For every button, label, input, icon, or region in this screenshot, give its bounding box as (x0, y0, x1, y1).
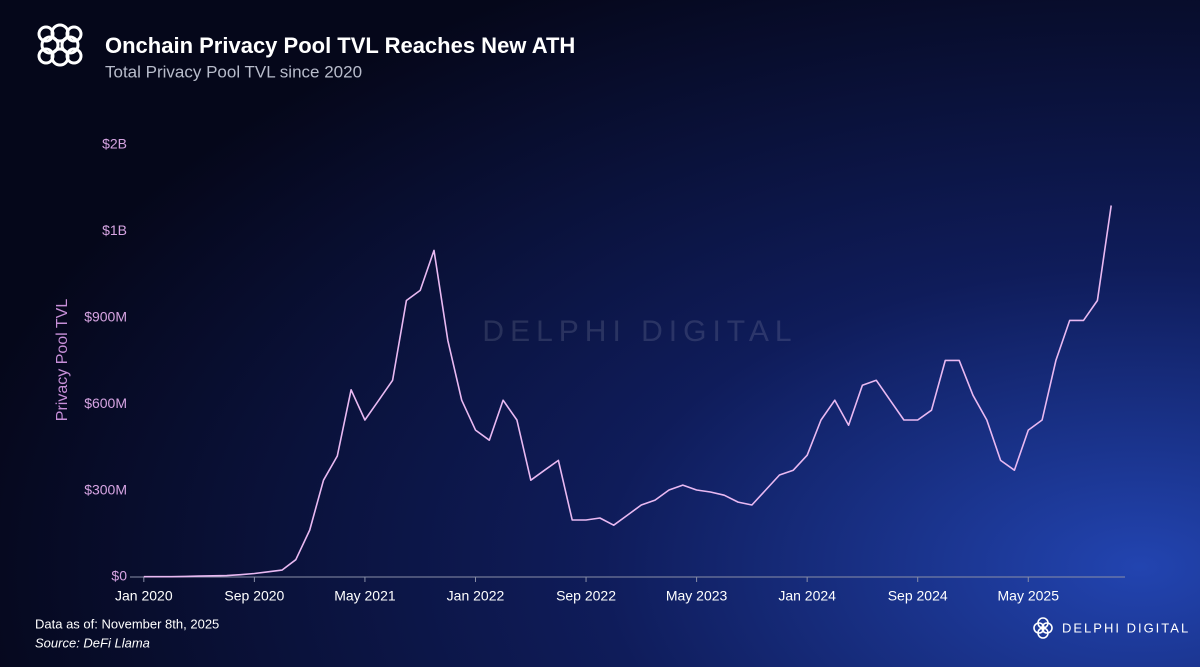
x-tick-label: May 2023 (666, 588, 728, 604)
note: Data as of: November 8th, 2025 (35, 616, 219, 631)
tvl-line (143, 205, 1112, 578)
watermark: DELPHI DIGITAL (482, 315, 797, 348)
y-tick-label: $300M (84, 481, 127, 497)
y-tick-label: $900M (84, 309, 127, 325)
title: Onchain Privacy Pool TVL Reaches New ATH (105, 33, 575, 58)
x-tick-label: Sep 2020 (224, 588, 284, 604)
x-tick-label: May 2021 (334, 588, 396, 604)
y-tick-label: $1B (102, 222, 127, 238)
source: Source: DeFi Llama (35, 635, 150, 650)
x-tick-label: Jan 2020 (115, 588, 173, 604)
brand-logo (1033, 617, 1053, 639)
subtitle: Total Privacy Pool TVL since 2020 (105, 62, 362, 81)
y-tick-label: $0 (111, 568, 127, 584)
x-tick-label: Sep 2024 (888, 588, 948, 604)
y-axis-label: Privacy Pool TVL (54, 299, 71, 422)
x-tick-label: Jan 2022 (447, 588, 505, 604)
x-tick-label: May 2025 (998, 588, 1060, 604)
y-tick-label: $2B (102, 136, 127, 152)
brand: DELPHI DIGITAL (1062, 620, 1190, 635)
x-tick-label: Jan 2024 (778, 588, 836, 604)
x-tick-label: Sep 2022 (556, 588, 616, 604)
y-tick-label: $600M (84, 395, 127, 411)
logo (37, 23, 83, 67)
